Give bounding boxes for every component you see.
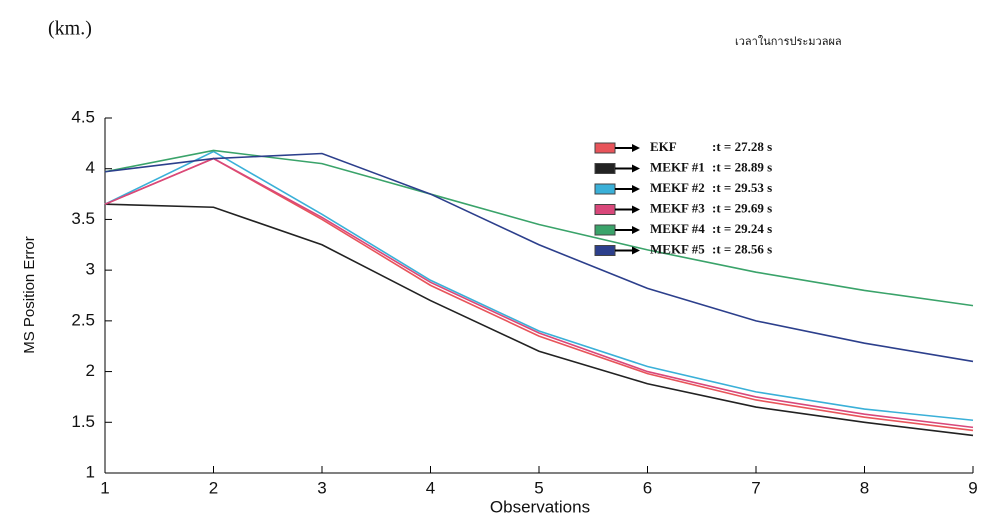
legend-swatch [594, 142, 616, 154]
x-axis-label: Observations [490, 497, 590, 516]
legend-time: :t = 29.53 s [712, 180, 772, 195]
y-tick-label: 2.5 [71, 310, 95, 329]
x-tick-label: 6 [643, 478, 652, 497]
legend-swatch [594, 245, 616, 256]
legend-label: MEKF #5 [650, 241, 705, 256]
legend-time: :t = 29.69 s [712, 200, 772, 215]
y-tick-label: 3 [86, 260, 95, 279]
x-tick-label: 7 [751, 478, 760, 497]
legend-label: MEKF #1 [650, 159, 705, 174]
y-tick-label: 3.5 [71, 209, 95, 228]
y-tick-label: 1.5 [71, 412, 95, 431]
legend-time: :t = 29.24 s [712, 221, 772, 236]
legend-arrow-head [632, 144, 640, 152]
legend-swatch [594, 183, 616, 195]
x-tick-label: 8 [860, 478, 869, 497]
legend-label: MEKF #2 [650, 180, 705, 195]
unit-label: (km.) [48, 18, 92, 40]
x-tick-label: 3 [317, 478, 326, 497]
series-line [104, 203, 974, 437]
legend-swatch [594, 224, 616, 236]
legend-label: MEKF #3 [650, 200, 705, 215]
legend-arrow-head [632, 164, 640, 173]
legend-label: MEKF #4 [650, 221, 705, 236]
y-tick-label: 4.5 [71, 107, 95, 126]
legend-swatch [594, 204, 616, 215]
legend-arrow-head [632, 185, 640, 193]
legend-arrow-head [632, 226, 640, 234]
y-axis-label: MS Position Error [21, 236, 38, 354]
series-line [104, 149, 974, 307]
x-tick-label: 1 [100, 478, 109, 497]
series-line [104, 157, 974, 429]
x-tick-label: 5 [534, 478, 543, 497]
x-tick-label: 9 [968, 478, 977, 497]
series-line [104, 152, 974, 363]
x-tick-label: 2 [209, 478, 218, 497]
series-line [104, 150, 974, 422]
legend-time: :t = 27.28 s [712, 139, 772, 154]
legend-swatch [594, 163, 616, 174]
legend-label: EKF [650, 139, 677, 154]
legend-arrow-head [632, 246, 640, 255]
legend-time: :t = 28.89 s [712, 159, 772, 174]
series-line [104, 157, 974, 432]
legend-time: :t = 28.56 s [712, 241, 772, 256]
x-tick-label: 4 [426, 478, 435, 497]
y-tick-label: 4 [86, 158, 95, 177]
y-tick-label: 1 [86, 462, 95, 481]
y-tick-label: 2 [86, 361, 95, 380]
legend-arrow-head [632, 205, 640, 214]
legend-title: เวลาในการประมวลผล [735, 35, 842, 48]
